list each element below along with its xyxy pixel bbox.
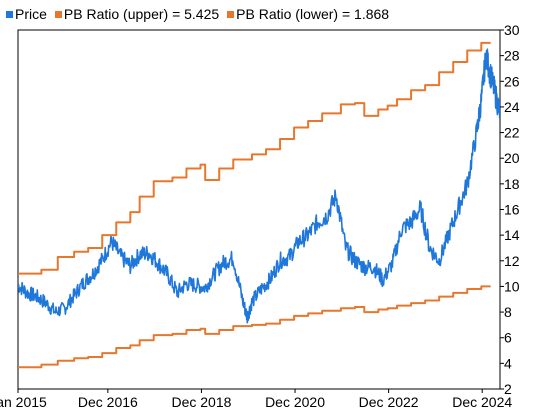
legend-swatch-pb-upper xyxy=(54,10,62,18)
legend-label-pb-upper: PB Ratio (upper) = 5.425 xyxy=(63,6,220,22)
x-tick-label: Dec 2016 xyxy=(78,394,138,410)
y-tick-label: 26 xyxy=(504,73,520,89)
x-tick-label: Dec 2024 xyxy=(452,394,512,410)
y-tick-label: 4 xyxy=(504,355,512,371)
y-tick-label: 2 xyxy=(504,381,512,397)
y-tick-label: 8 xyxy=(504,304,512,320)
legend-item-pb-lower: PB Ratio (lower) = 1.868 xyxy=(227,6,389,22)
y-tick-label: 18 xyxy=(504,176,520,192)
y-tick-label: 30 xyxy=(504,22,520,38)
series-line-2 xyxy=(18,285,491,369)
y-tick-label: 6 xyxy=(504,330,512,346)
y-tick-label: 20 xyxy=(504,150,520,166)
legend-label-price: Price xyxy=(15,6,47,22)
x-tick-label: Dec 2020 xyxy=(265,394,325,410)
y-tick-label: 28 xyxy=(504,48,520,64)
x-tick-label: Jan 2015 xyxy=(0,394,47,410)
x-tick-label: Dec 2022 xyxy=(359,394,419,410)
legend: Price PB Ratio (upper) = 5.425 PB Ratio … xyxy=(6,6,389,22)
legend-item-pb-upper: PB Ratio (upper) = 5.425 xyxy=(54,6,220,22)
legend-swatch-pb-lower xyxy=(227,10,235,18)
y-tick-label: 22 xyxy=(504,125,520,141)
y-tick-label: 12 xyxy=(504,253,520,269)
legend-swatch-price xyxy=(6,10,13,18)
legend-item-price: Price xyxy=(6,6,47,22)
plot-frame xyxy=(17,29,501,390)
x-tick-label: Dec 2018 xyxy=(171,394,231,410)
series-line-0 xyxy=(18,48,500,324)
legend-label-pb-lower: PB Ratio (lower) = 1.868 xyxy=(236,6,390,22)
series-line-1 xyxy=(18,41,491,275)
y-tick-label: 16 xyxy=(504,202,520,218)
y-tick-label: 14 xyxy=(504,227,520,243)
y-tick-label: 10 xyxy=(504,278,520,294)
y-tick-label: 24 xyxy=(504,99,520,115)
